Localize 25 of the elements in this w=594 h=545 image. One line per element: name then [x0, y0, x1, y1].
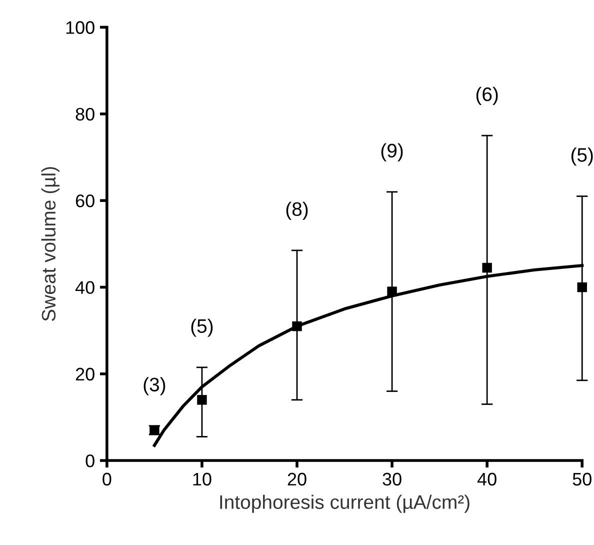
- x-tick-label: 50: [572, 472, 592, 486]
- annotation: (3): [144, 377, 166, 396]
- x-tick-label: 0: [102, 472, 112, 486]
- y-tick-label: 100: [66, 21, 94, 34]
- annotation: (5): [191, 318, 213, 337]
- point: [577, 282, 587, 292]
- point: [482, 262, 492, 273]
- annotation: (9): [381, 143, 403, 162]
- y-tick-label: 20: [76, 368, 94, 381]
- x-tick-label: 20: [288, 472, 306, 486]
- x-tick-label: 10: [193, 472, 212, 486]
- annotation: (8): [286, 202, 308, 220]
- annotation: (5): [571, 148, 593, 166]
- point: [292, 321, 302, 332]
- x-tick-label: 30: [382, 472, 402, 486]
- y-tick-label: 40: [75, 281, 94, 294]
- y-tick-label: 0: [86, 454, 94, 468]
- point: [387, 286, 397, 296]
- y-tick-label: 60: [76, 194, 94, 208]
- y-axis-title: Sweat volume (µl): [41, 167, 60, 321]
- point: [197, 395, 207, 405]
- x-tick-label: 40: [477, 472, 496, 486]
- x-axis-title: Intophoresis current (µA/cm²): [220, 494, 470, 513]
- y-tick-label: 80: [76, 108, 94, 121]
- annotation: (6): [476, 86, 498, 106]
